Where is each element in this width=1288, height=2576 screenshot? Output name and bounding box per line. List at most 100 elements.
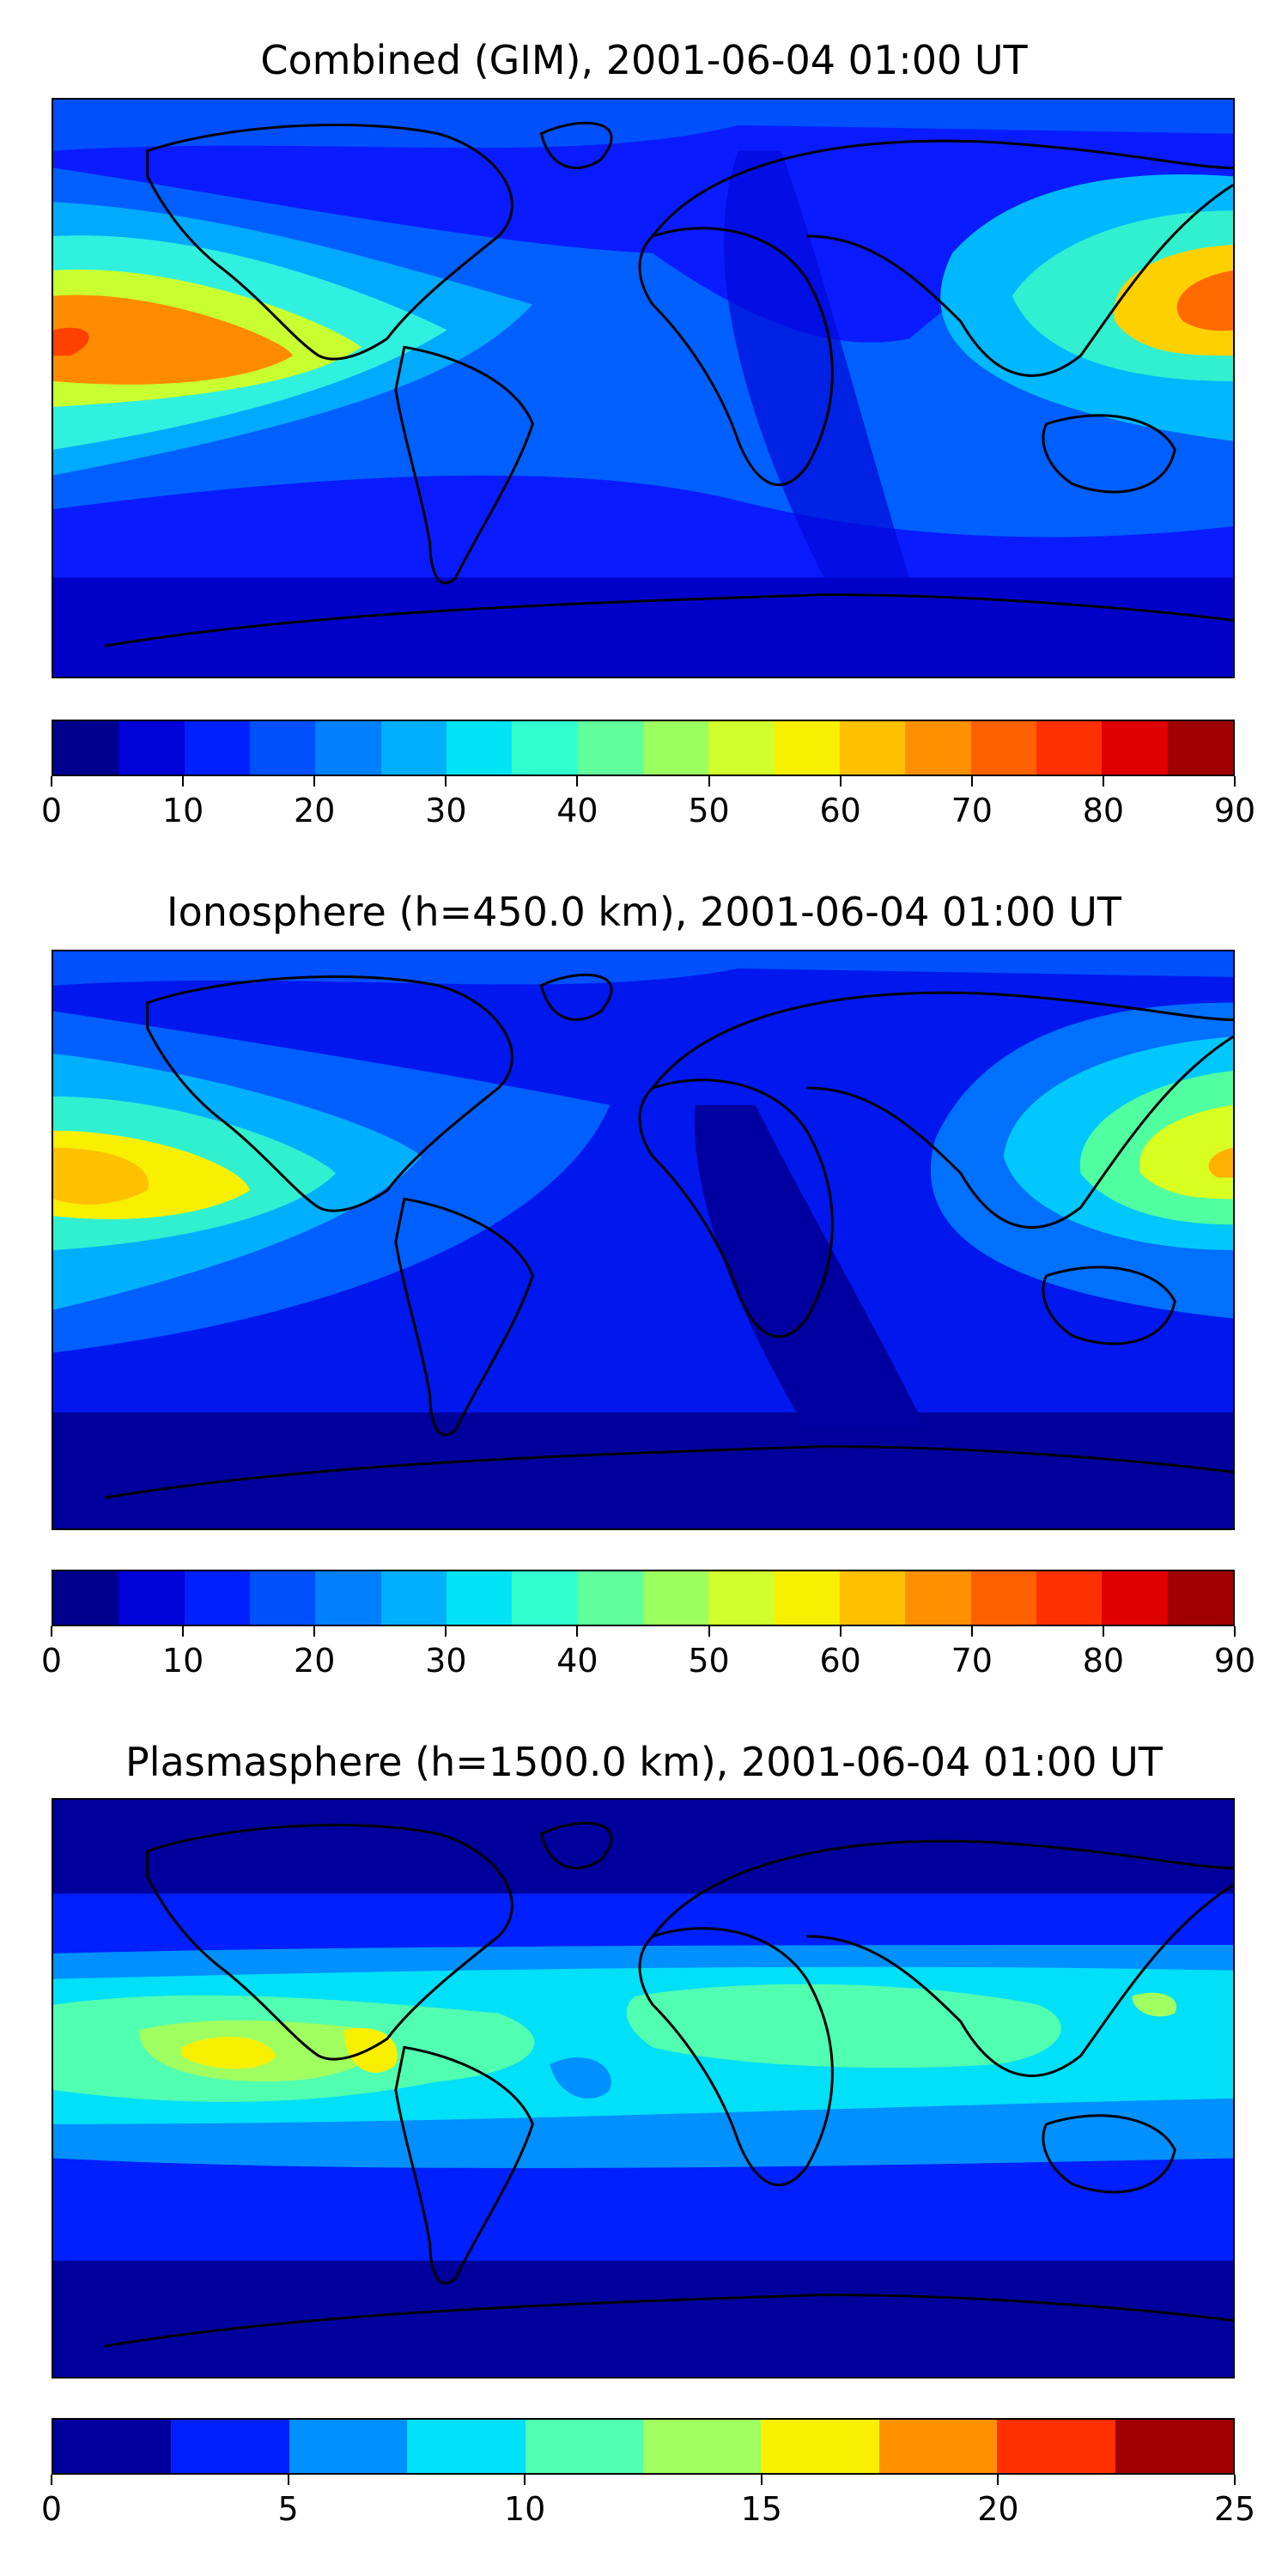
colorbar-segment: [1102, 1571, 1168, 1625]
panel-3-map: [52, 1798, 1235, 2379]
colorbar-segment: [878, 2420, 998, 2473]
colorbar-tick-label: 20: [294, 792, 336, 829]
colorbar-tick-label: 40: [556, 792, 598, 829]
colorbar-tick: [445, 776, 447, 787]
colorbar-segment: [446, 721, 513, 775]
colorbar-tick-label: 0: [40, 2490, 63, 2528]
colorbar-tick: [182, 776, 185, 787]
panel-3-colorbar: [52, 2418, 1235, 2475]
colorbar-tick-label: 25: [1213, 2490, 1256, 2528]
colorbar-tick: [576, 776, 579, 787]
colorbar-segment: [642, 1571, 709, 1625]
colorbar-segment: [380, 1571, 447, 1625]
colorbar-tick-label: 0: [40, 1642, 63, 1680]
colorbar-tick: [524, 2475, 526, 2485]
colorbar-tick: [708, 1626, 710, 1637]
colorbar-segment: [839, 1571, 906, 1625]
panel-2-map: [52, 950, 1235, 1530]
colorbar-segment: [970, 721, 1036, 775]
panel-1-colorbar-ticks: 0 10 20 30 40 50 60 70 80 90: [41, 776, 1255, 829]
colorbar-tick-label: 90: [1213, 1642, 1256, 1680]
colorbar-tick: [287, 2475, 289, 2485]
colorbar-segment: [315, 721, 381, 775]
panel-2-tec-contour-map: [53, 951, 1233, 1528]
colorbar-segment: [905, 1571, 971, 1625]
colorbar-tick-label: 90: [1213, 792, 1256, 829]
colorbar-segment: [577, 721, 643, 775]
colorbar-segment: [761, 2420, 879, 2473]
colorbar-tick-label: 10: [161, 792, 204, 829]
colorbar-tick-label: 50: [688, 1642, 730, 1680]
panel-3-tec-contour-map: [53, 1800, 1233, 2377]
colorbar-tick: [997, 2475, 999, 2485]
panel-3-coastlines: [104, 1821, 1233, 2348]
colorbar-segment: [249, 721, 316, 775]
colorbar-segment: [708, 1571, 775, 1625]
colorbar-segment: [118, 721, 185, 775]
colorbar-tick: [1234, 776, 1236, 787]
colorbar-segment: [1167, 1571, 1233, 1625]
colorbar-segment: [525, 2420, 644, 2473]
panel-2-colorbar-ticks: 0 10 20 30 40 50 60 70 80 90: [41, 1626, 1255, 1680]
colorbar-segment: [905, 721, 971, 775]
colorbar-tick: [1234, 2475, 1236, 2485]
colorbar-segment: [446, 1571, 513, 1625]
colorbar-segment: [1102, 721, 1168, 775]
colorbar-tick: [1102, 1626, 1104, 1637]
colorbar-tick-label: 80: [1082, 792, 1125, 829]
colorbar-segment: [512, 721, 578, 775]
colorbar-segment: [643, 2420, 762, 2473]
panel-3-colorbar-ticks: 0 5 10 15 20 25: [41, 2475, 1255, 2528]
panel-3-title: Plasmasphere (h=1500.0 km), 2001-06-04 0…: [125, 1739, 1163, 1785]
colorbar-tick-label: 30: [425, 792, 467, 829]
panel-1-tec-contour-map: [53, 100, 1233, 677]
colorbar-tick-label: 40: [556, 1642, 598, 1680]
colorbar-segment: [708, 721, 775, 775]
colorbar-tick: [839, 776, 841, 787]
colorbar-tick-label: 20: [977, 2490, 1019, 2528]
colorbar-tick: [51, 2475, 52, 2485]
panel-2-coastlines: [104, 973, 1233, 1499]
colorbar-segment: [512, 1571, 578, 1625]
colorbar-segment: [774, 1571, 840, 1625]
colorbar-tick-label: 60: [819, 1642, 861, 1680]
colorbar-segment: [53, 1571, 119, 1625]
colorbar-segment: [171, 2420, 289, 2473]
colorbar-segment: [577, 1571, 643, 1625]
colorbar-segment: [774, 721, 840, 775]
colorbar-tick: [51, 776, 52, 787]
colorbar-tick-label: 30: [425, 1642, 467, 1680]
panel-1-coastlines: [104, 121, 1233, 647]
colorbar-segment: [380, 721, 447, 775]
colorbar-segment: [642, 721, 709, 775]
panel-1-title: Combined (GIM), 2001-06-04 01:00 UT: [260, 37, 1028, 83]
colorbar-segment: [1115, 2420, 1234, 2473]
panel-2-colorbar: [52, 1570, 1235, 1626]
colorbar-tick: [970, 776, 973, 787]
colorbar-tick: [576, 1626, 579, 1637]
colorbar-tick: [1234, 1626, 1236, 1637]
colorbar-tick: [970, 1626, 973, 1637]
panel-1-map: [52, 98, 1235, 678]
colorbar-tick-label: 10: [504, 2490, 546, 2528]
colorbar-segment: [1167, 721, 1233, 775]
colorbar-tick: [760, 2475, 762, 2485]
colorbar-tick-label: 5: [277, 2490, 299, 2528]
colorbar-tick: [1102, 776, 1104, 787]
colorbar-tick-label: 0: [40, 792, 63, 829]
colorbar-tick: [839, 1626, 841, 1637]
colorbar-tick: [313, 1626, 316, 1637]
colorbar-tick: [51, 1626, 52, 1637]
colorbar-segment: [249, 1571, 316, 1625]
colorbar-segment: [184, 1571, 250, 1625]
colorbar-tick-label: 80: [1082, 1642, 1125, 1680]
colorbar-segment: [53, 721, 119, 775]
panel-1-colorbar: [52, 720, 1235, 776]
colorbar-tick-label: 15: [740, 2490, 782, 2528]
colorbar-segment: [970, 1571, 1036, 1625]
colorbar-segment: [289, 2420, 408, 2473]
colorbar-tick-label: 10: [161, 1642, 204, 1680]
colorbar-tick-label: 70: [951, 792, 993, 829]
colorbar-segment: [997, 2420, 1115, 2473]
colorbar-segment: [1036, 721, 1103, 775]
